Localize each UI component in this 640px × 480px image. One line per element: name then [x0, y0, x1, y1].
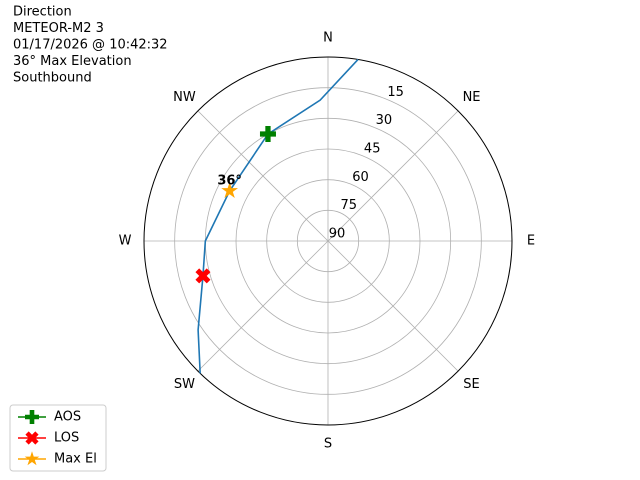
angle-tick-label: W	[119, 234, 132, 249]
legend-marker	[25, 431, 39, 445]
radial-tick-label: 60	[352, 170, 369, 185]
title-line: 36° Max Elevation	[13, 54, 132, 69]
angle-tick-label: SE	[463, 377, 479, 392]
radial-tick-label: 15	[387, 85, 404, 100]
angle-tick-label: S	[324, 437, 332, 452]
marker-plus	[259, 126, 276, 143]
legend-marker	[25, 410, 39, 424]
title-line: 01/17/2026 @ 10:42:32	[13, 38, 168, 53]
title-line: Southbound	[13, 71, 92, 86]
radial-tick-label: 30	[376, 113, 393, 128]
legend-label: Max El	[54, 452, 97, 467]
annotation: 36°	[217, 173, 242, 188]
legend-marker	[24, 451, 40, 466]
title-line: METEOR-M2 3	[13, 21, 104, 36]
grid-spoke	[197, 110, 329, 242]
track-line	[197, 58, 359, 374]
marker-x	[195, 268, 211, 284]
angle-tick-label: NE	[463, 90, 481, 105]
radial-tick-label: 90	[329, 227, 346, 242]
angle-tick-label: NW	[173, 90, 196, 105]
radial-tick-label: 75	[340, 198, 357, 213]
grid-spoke	[197, 240, 329, 372]
legend-label: AOS	[54, 410, 81, 425]
radial-tick-label: 45	[364, 142, 381, 157]
angle-tick-label: N	[323, 31, 333, 46]
outer-circle	[143, 56, 513, 426]
angle-tick-label: E	[527, 234, 535, 249]
angle-tick-label: SW	[174, 377, 195, 392]
legend-label: LOS	[54, 431, 79, 446]
grid-spoke	[327, 240, 459, 372]
marker-star	[221, 182, 239, 198]
grid-spoke	[327, 110, 459, 242]
title-line: Direction	[13, 5, 72, 20]
